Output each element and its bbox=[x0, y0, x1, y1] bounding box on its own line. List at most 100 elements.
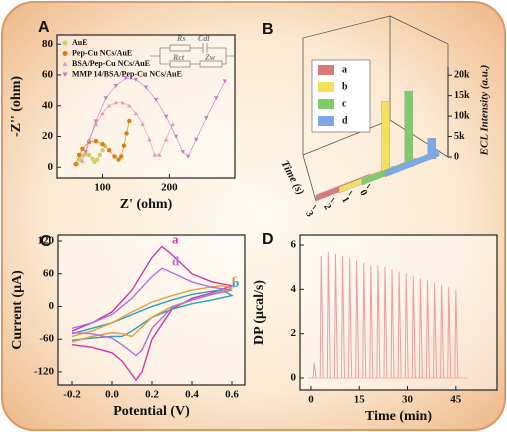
y-axis-label: -Z'' (ohm) bbox=[9, 76, 24, 137]
data-point bbox=[113, 83, 119, 88]
y-tick-label: 60 bbox=[43, 267, 55, 279]
y-tick-label: -120 bbox=[34, 365, 55, 377]
circuit-inset bbox=[150, 43, 234, 68]
x-tick bbox=[330, 197, 335, 203]
cv-curve bbox=[71, 289, 234, 341]
x-tick-label: 100 bbox=[94, 182, 111, 194]
data-point bbox=[157, 152, 162, 157]
data-point bbox=[113, 100, 119, 105]
peak bbox=[425, 280, 430, 379]
x-tick-label: 2 bbox=[321, 202, 333, 212]
ribbon bbox=[384, 149, 440, 178]
z-tick-label: 5k bbox=[454, 131, 465, 142]
legend-label: c bbox=[342, 98, 347, 109]
data-point bbox=[193, 137, 199, 142]
y-tick-label: 60 bbox=[42, 69, 54, 81]
x-tick bbox=[366, 183, 371, 189]
z-tick-label: 0 bbox=[454, 151, 459, 162]
data-point bbox=[214, 96, 219, 101]
peak bbox=[390, 269, 395, 379]
peak bbox=[326, 251, 331, 379]
data-point bbox=[147, 137, 152, 142]
x-tick-label: 200 bbox=[161, 182, 178, 194]
legend-swatch bbox=[318, 116, 334, 126]
legend-marker bbox=[62, 51, 68, 56]
x-tick-label: 0.6 bbox=[225, 389, 239, 401]
data-point bbox=[222, 79, 228, 84]
y-axis-label: DP (μcal/s) bbox=[252, 280, 267, 345]
legend-label: MMP 14/BSA/Pep-Cu NCs/AuE bbox=[72, 69, 182, 78]
y-axis-label: Current (μA) bbox=[10, 270, 25, 350]
y-tick-label: 4 bbox=[291, 283, 297, 295]
legend-swatch bbox=[318, 99, 334, 109]
cv-curve bbox=[71, 285, 235, 343]
bar bbox=[381, 100, 390, 175]
data-point bbox=[163, 137, 169, 142]
circuit-label: Zw bbox=[204, 53, 216, 62]
legend-marker bbox=[62, 40, 68, 46]
x-tick-label: 0 bbox=[308, 394, 314, 406]
peak bbox=[348, 258, 353, 379]
peak bbox=[319, 256, 324, 379]
circuit-label: Rs bbox=[176, 34, 185, 43]
legend-swatch bbox=[318, 65, 334, 75]
data-point bbox=[106, 103, 112, 108]
data-point bbox=[133, 77, 139, 82]
y-tick-label: 6 bbox=[291, 239, 297, 251]
y-tick-label: 120 bbox=[38, 235, 55, 247]
data-point bbox=[152, 152, 157, 157]
data-point bbox=[93, 119, 99, 124]
peak bbox=[411, 276, 416, 379]
data-point bbox=[170, 121, 175, 126]
curve-label: a bbox=[172, 231, 179, 246]
bar bbox=[427, 138, 436, 160]
x-tick-label: 0.2 bbox=[145, 389, 159, 401]
circuit-label: Cdl bbox=[198, 34, 210, 43]
peak bbox=[433, 282, 438, 379]
peak bbox=[447, 287, 452, 379]
data-point bbox=[100, 111, 105, 116]
data-point bbox=[127, 118, 132, 124]
legend-label: Pep-Cu NCs/AuE bbox=[72, 48, 132, 57]
data-point bbox=[140, 121, 145, 126]
peak bbox=[312, 362, 317, 379]
x-tick-label: 45 bbox=[450, 394, 462, 406]
legend-marker bbox=[62, 72, 68, 77]
z-axis-label: ECL Intensity (a.u.) bbox=[479, 65, 491, 157]
x-tick-label: 0 bbox=[357, 188, 369, 198]
data-point bbox=[77, 157, 82, 162]
curve-label: b bbox=[232, 275, 239, 290]
data-point bbox=[73, 161, 78, 167]
z-tick-label: 10k bbox=[454, 110, 470, 121]
data-point bbox=[180, 150, 186, 155]
y-tick-label: -60 bbox=[39, 333, 54, 345]
data-point bbox=[127, 103, 132, 108]
x-tick-label: 0.4 bbox=[185, 389, 199, 401]
x-tick-label: 1 bbox=[339, 195, 351, 205]
y-tick-label: 0 bbox=[48, 161, 54, 173]
data-point bbox=[86, 152, 92, 158]
legend-label: BSA/Pep-Cu NCs/AuE bbox=[72, 59, 150, 68]
x-tick-label: 15 bbox=[354, 394, 366, 406]
data-point bbox=[133, 111, 139, 116]
x-axis-label: Z' (ohm) bbox=[120, 197, 173, 212]
panel-label: D bbox=[262, 231, 274, 248]
plot-area bbox=[56, 34, 236, 179]
data-point bbox=[83, 150, 88, 155]
data-point bbox=[121, 143, 127, 148]
peak bbox=[383, 267, 388, 379]
curve-label: c bbox=[232, 271, 238, 286]
data-point bbox=[94, 157, 100, 162]
peak bbox=[340, 256, 345, 379]
peak bbox=[404, 273, 409, 379]
y-tick-label: 80 bbox=[42, 38, 54, 50]
data-point bbox=[173, 134, 179, 139]
x-axis-label: Time (min) bbox=[365, 409, 432, 424]
data-point bbox=[80, 158, 85, 163]
data-point bbox=[143, 85, 149, 90]
data-point bbox=[100, 141, 105, 147]
data-point bbox=[120, 100, 125, 105]
z-tick-label: 15k bbox=[454, 90, 470, 101]
peak bbox=[333, 253, 338, 379]
